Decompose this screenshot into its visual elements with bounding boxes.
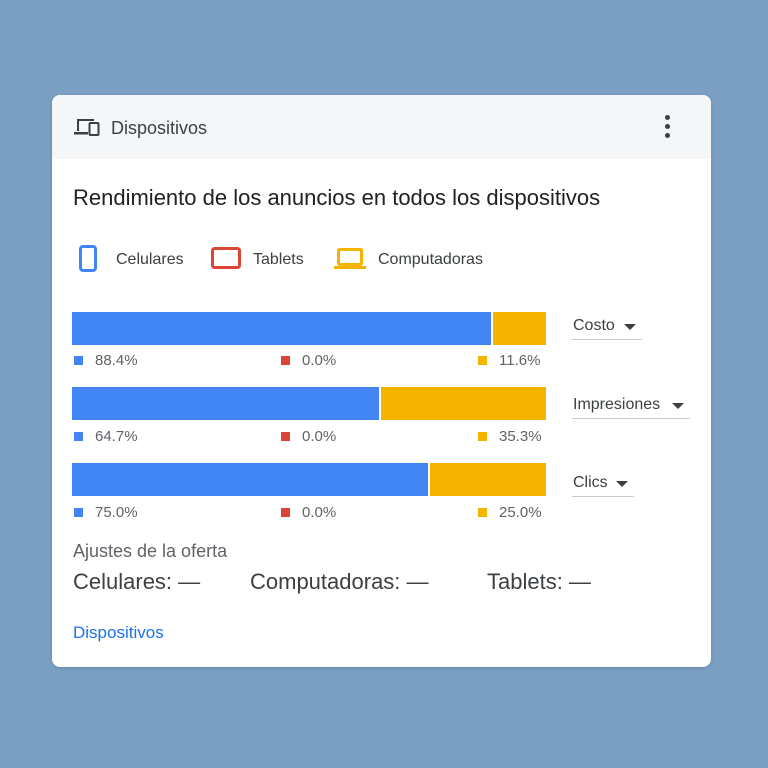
percent-tablets: 0.0% xyxy=(281,504,336,521)
metric-select-label: Costo xyxy=(573,317,615,334)
bar-segment-celulares xyxy=(72,312,492,345)
percent-celulares: 64.7% xyxy=(74,428,138,445)
bar-impresiones xyxy=(72,387,546,420)
devices-card: Dispositivos Rendimiento de los anuncios… xyxy=(52,95,711,667)
card-title: Dispositivos xyxy=(111,118,208,138)
bar-costo xyxy=(72,312,546,345)
tablets-swatch xyxy=(281,432,290,441)
bar-clics xyxy=(72,463,546,496)
percent-computadoras: 25.0% xyxy=(478,504,542,521)
percent-computadoras: 11.6% xyxy=(478,352,540,369)
percent-celulares: 75.0% xyxy=(74,504,138,521)
bid-adjustment-celulares: Celulares: — xyxy=(73,569,201,594)
celulares-swatch xyxy=(74,356,83,365)
dropdown-arrow-icon xyxy=(672,403,684,409)
percent-row-clics: 75.0% 0.0% 25.0% xyxy=(72,504,546,524)
computadoras-swatch xyxy=(478,356,487,365)
bid-adjustments-title: Ajustes de la oferta xyxy=(73,541,228,561)
bar-segment-celulares xyxy=(72,387,379,420)
legend-item-computadoras: Computadoras xyxy=(334,245,534,273)
legend-label: Celulares xyxy=(116,251,184,268)
legend-item-celulares: Celulares xyxy=(78,245,190,273)
celulares-swatch xyxy=(74,508,83,517)
bar-segment-computadoras xyxy=(378,387,546,420)
devices-icon xyxy=(74,119,100,136)
percent-tablets: 0.0% xyxy=(281,352,336,369)
percent-celulares: 88.4% xyxy=(74,352,138,369)
computadoras-swatch xyxy=(478,432,487,441)
dropdown-arrow-icon xyxy=(616,481,628,487)
percent-tablets: 0.0% xyxy=(281,428,336,445)
metric-select-impresiones[interactable]: Impresiones xyxy=(572,394,690,419)
bar-segment-celulares xyxy=(72,463,428,496)
card-headline: Rendimiento de los anuncios en todos los… xyxy=(73,185,601,210)
metric-select-clics[interactable]: Clics xyxy=(572,472,634,497)
tablets-swatch xyxy=(281,508,290,517)
tablet-icon xyxy=(211,247,241,269)
bid-adjustment-tablets: Tablets: — xyxy=(487,569,591,594)
more-options-icon[interactable] xyxy=(658,112,678,142)
computadoras-swatch xyxy=(478,508,487,517)
legend-label: Tablets xyxy=(253,251,304,268)
legend-item-tablets: Tablets xyxy=(211,245,315,273)
metric-select-label: Clics xyxy=(573,474,608,491)
bar-segment-computadoras xyxy=(491,312,546,345)
legend-label: Computadoras xyxy=(378,251,483,268)
laptop-icon xyxy=(334,248,366,269)
legend: Celulares Tablets Computadoras xyxy=(78,245,538,273)
tablets-swatch xyxy=(281,356,290,365)
percent-computadoras: 35.3% xyxy=(478,428,542,445)
celulares-swatch xyxy=(74,432,83,441)
smartphone-icon xyxy=(79,245,97,272)
dropdown-arrow-icon xyxy=(624,324,636,330)
devices-link[interactable]: Dispositivos xyxy=(73,623,164,642)
percent-row-costo: 88.4% 0.0% 11.6% xyxy=(72,352,546,372)
bid-adjustment-computadoras: Computadoras: — xyxy=(250,569,429,594)
metric-select-costo[interactable]: Costo xyxy=(572,315,642,340)
percent-row-impresiones: 64.7% 0.0% 35.3% xyxy=(72,428,546,448)
card-header: Dispositivos xyxy=(52,95,711,159)
metric-select-label: Impresiones xyxy=(573,396,661,413)
bar-segment-computadoras xyxy=(427,463,546,496)
